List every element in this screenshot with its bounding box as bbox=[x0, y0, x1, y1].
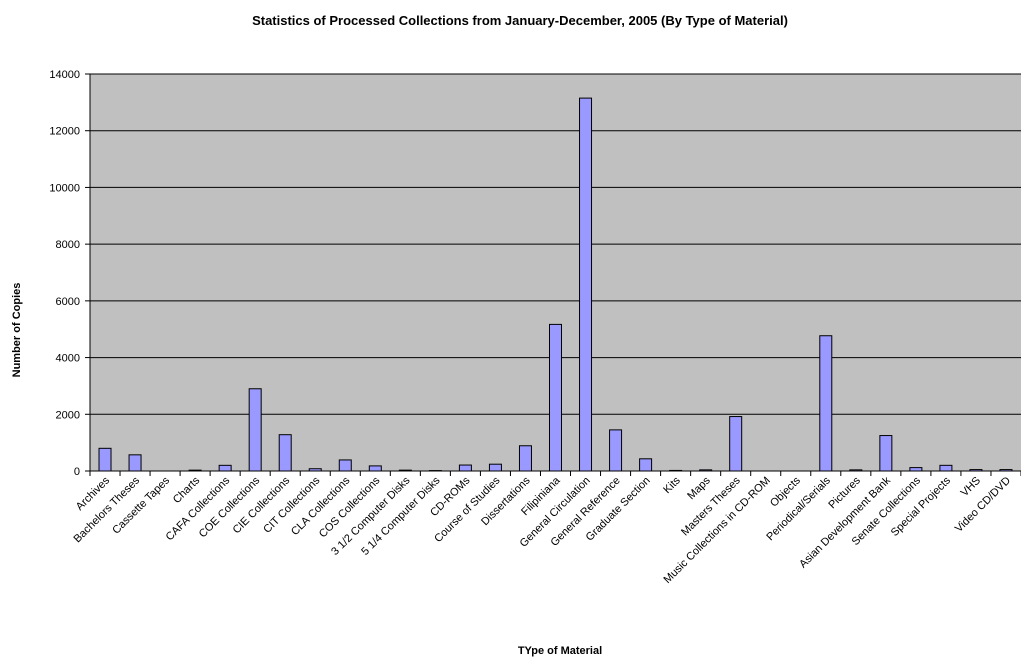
bar bbox=[458, 464, 472, 472]
bar bbox=[549, 323, 562, 472]
bar bbox=[939, 464, 953, 472]
y-tick-label: 12000 bbox=[49, 126, 80, 138]
bar bbox=[278, 434, 292, 472]
x-tick-label: Video CD/DVD bbox=[953, 475, 1013, 535]
chart-title: Statistics of Processed Collections from… bbox=[252, 13, 788, 28]
bar bbox=[368, 465, 382, 472]
y-tick-label: 0 bbox=[74, 466, 80, 478]
bar bbox=[338, 459, 352, 472]
x-tick-label: Maps bbox=[685, 474, 713, 502]
y-tick-label: 8000 bbox=[56, 239, 80, 251]
axes bbox=[89, 74, 1021, 476]
bar bbox=[98, 447, 112, 472]
bar bbox=[639, 458, 653, 472]
bar bbox=[819, 335, 833, 472]
bar bbox=[879, 435, 893, 472]
bar bbox=[128, 454, 142, 472]
x-axis-title: TYpe of Material bbox=[518, 645, 602, 657]
bar bbox=[579, 97, 593, 472]
bar bbox=[609, 429, 623, 472]
bar bbox=[248, 388, 262, 472]
bar bbox=[909, 467, 923, 472]
y-axis-title: Number of Copies bbox=[11, 283, 23, 378]
y-tick-label: 10000 bbox=[49, 182, 80, 194]
x-tick-label: Kits bbox=[661, 474, 683, 496]
bar bbox=[518, 445, 532, 472]
y-tick-label: 14000 bbox=[49, 69, 80, 81]
y-tick-labels: 0 2000 4000 6000 8000 10000 12000 14000 bbox=[49, 69, 90, 478]
bar bbox=[218, 464, 232, 472]
bar bbox=[488, 463, 502, 472]
bar bbox=[729, 416, 743, 472]
y-tick-label: 4000 bbox=[56, 353, 80, 365]
y-tick-label: 2000 bbox=[56, 409, 80, 421]
y-tick-label: 6000 bbox=[56, 296, 80, 308]
x-tick-label: VHS bbox=[959, 475, 983, 499]
